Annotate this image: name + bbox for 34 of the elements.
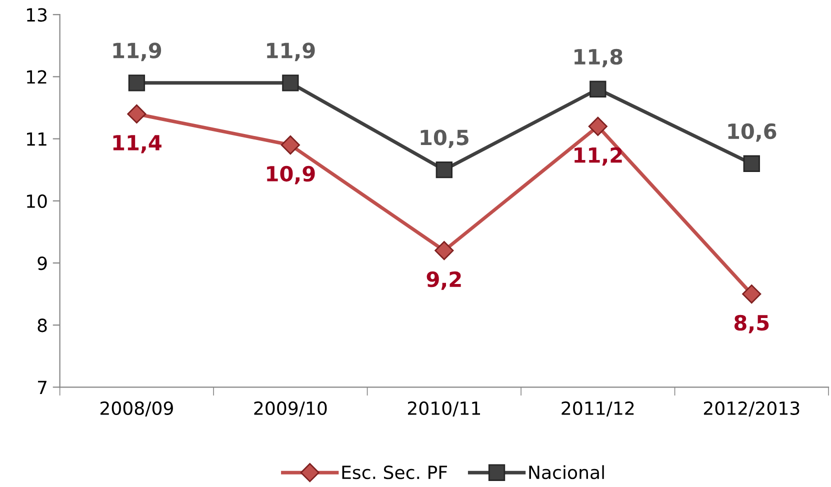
point: [127, 104, 146, 124]
point: [280, 135, 300, 155]
point: [742, 284, 762, 304]
data-label: 11,8: [574, 48, 622, 68]
data-label: 11,9: [113, 42, 162, 62]
x-tick-label: 2010/11: [408, 401, 480, 416]
x-tick-label: 2008/09: [100, 401, 173, 416]
x-tick-label: 2011/12: [562, 401, 634, 416]
x-tick-label: 2009/10: [254, 401, 327, 416]
y-tick-label: 7: [38, 380, 46, 394]
data-label: 11,2: [574, 147, 622, 166]
point: [434, 241, 454, 260]
point: [588, 116, 608, 136]
y-tick-label: 11: [27, 132, 46, 146]
data-label: 9,2: [426, 271, 461, 290]
point: [436, 162, 453, 178]
point: [590, 80, 606, 98]
legend-label: Esc. Sec. PF: [342, 466, 447, 480]
data-label: 10,5: [420, 130, 468, 148]
legend-label: Nacional: [529, 465, 604, 480]
point: [743, 155, 760, 172]
y-tick-label: 13: [27, 8, 47, 22]
x-tick-label: 2012/2013: [704, 401, 800, 416]
y-tick-label: 8: [38, 318, 47, 332]
data-label: 10,9: [267, 166, 315, 184]
point: [128, 74, 146, 92]
y-tick-label: 9: [38, 256, 47, 270]
data-label: 11,4: [113, 135, 162, 154]
y-tick-label: 10: [27, 194, 47, 208]
point: [282, 74, 299, 92]
data-label: 8,5: [734, 314, 769, 334]
y-tick-label: 12: [27, 70, 46, 84]
data-label: 11,9: [267, 42, 315, 62]
data-label: 10,6: [728, 123, 776, 142]
